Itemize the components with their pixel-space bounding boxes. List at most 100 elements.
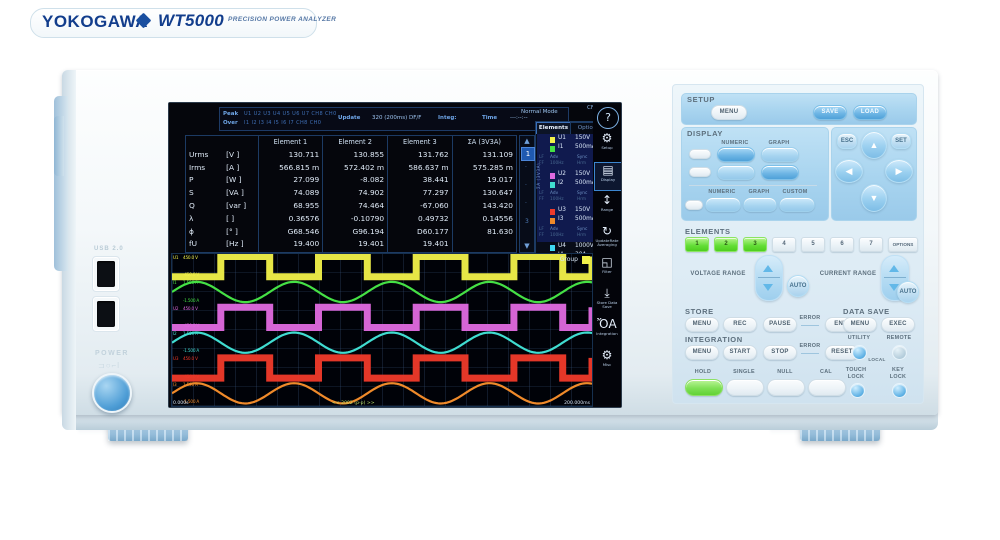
display-custom-button[interactable]: [779, 197, 815, 212]
load-button[interactable]: LOAD: [853, 105, 887, 120]
store-rec-button[interactable]: REC: [723, 317, 757, 332]
element-button-4[interactable]: 4: [772, 237, 796, 252]
help-icon[interactable]: ?: [597, 107, 619, 129]
display-numeric-button-3[interactable]: [705, 197, 741, 212]
misc-icon[interactable]: ⚙ Misc: [594, 348, 620, 375]
options-button[interactable]: OPTIONS: [888, 237, 918, 252]
scroll-down-icon[interactable]: ▼: [524, 242, 530, 250]
touch-lock-button[interactable]: [850, 383, 865, 398]
table-row[interactable]: P [W ] 27.099 -8.082 38.441 19.017: [186, 174, 516, 188]
trace-top-scale-U3: 450.0 V: [183, 356, 198, 362]
nav-right-button[interactable]: ▶: [885, 159, 913, 183]
data-save-menu-button[interactable]: MENU: [843, 317, 877, 332]
null-button[interactable]: [767, 379, 805, 396]
usb-port-bottom[interactable]: [92, 296, 120, 332]
table-row[interactable]: Urms [V ] 130.711 130.855 131.762 131.109: [186, 148, 516, 162]
integration-menu-button[interactable]: MENU: [685, 345, 719, 360]
data-save-exec-button[interactable]: EXEC: [881, 317, 915, 332]
filter-icon[interactable]: ◱ Filter: [594, 255, 620, 282]
integration-icon[interactable]: ὌA Integration: [594, 317, 620, 344]
remote-button[interactable]: [892, 345, 907, 360]
power-button[interactable]: [92, 373, 132, 413]
element-button-2[interactable]: 2: [714, 237, 738, 252]
element-button-3[interactable]: 3: [743, 237, 767, 252]
update-value: 320 (200ms) DF/F: [372, 115, 422, 121]
element-button-1[interactable]: 1: [685, 237, 709, 252]
page-mark-2: ·: [525, 182, 527, 189]
function-icon-bar[interactable]: ⚙ Setup ▤ Display ↕ Range ↻ UpdateRate Averagin…: [593, 105, 621, 405]
table-cell: 572.402 m: [322, 161, 388, 175]
table-cell: 77.297: [387, 187, 453, 200]
integration-start-button[interactable]: START: [723, 345, 757, 360]
utility-label: UTILITY: [847, 335, 871, 341]
single-button[interactable]: [726, 379, 764, 396]
table-row[interactable]: Q [var ] 68.955 74.464 -67.060 143.420: [186, 199, 516, 213]
element-button-7[interactable]: 7: [859, 237, 883, 252]
tab-elements[interactable]: Elements: [536, 122, 571, 134]
usb-port-top[interactable]: [92, 256, 120, 292]
range-icon[interactable]: ↕ Range: [594, 193, 620, 220]
table-row[interactable]: Irms [A ] 566.815 m 572.402 m 586.637 m 575.2…: [186, 161, 516, 175]
power-symbol-icon: ⊐○⌐l: [98, 361, 120, 370]
display-bezel: Peak Over U1 U2 U3 U4 U5 U6 U7 CH8 CH0 I…: [168, 102, 622, 408]
current-range-down-icon[interactable]: [889, 284, 899, 291]
setup-icon[interactable]: ⚙ Setup: [594, 131, 620, 158]
element-button-6[interactable]: 6: [830, 237, 854, 252]
freq-value: 100Hz: [550, 233, 564, 238]
waveform-area[interactable]: U1 450.0 V -450.0 V I1 1.500 A -1.500 A U2 450.…: [171, 253, 593, 407]
page-indicator[interactable]: 1: [521, 147, 535, 161]
save-button[interactable]: SAVE: [813, 105, 847, 120]
table-row[interactable]: ϕ [° ] G68.546 G96.194 D60.177 81.630: [186, 225, 516, 239]
table-page-scroller[interactable]: ▲ 1 · · · 3 ▼: [519, 135, 535, 253]
set-button[interactable]: SET: [891, 133, 911, 149]
table-row[interactable]: fU [Hz ] 19.400 19.401 19.401: [186, 238, 516, 252]
display-screen[interactable]: Peak Over U1 U2 U3 U4 U5 U6 U7 CH8 CH0 I…: [169, 103, 621, 407]
table-cell: 566.815 m: [257, 161, 323, 175]
trace-top-scale-U2: 450.0 V: [183, 305, 198, 311]
store-data-save-icon[interactable]: ⤓ Store Data Save: [594, 286, 620, 313]
display-icon[interactable]: ▤ Display: [594, 162, 621, 191]
scroll-up-icon[interactable]: ▲: [524, 137, 530, 145]
voltage-auto-button[interactable]: AUTO: [787, 275, 809, 297]
current-auto-button[interactable]: AUTO: [897, 281, 919, 303]
data-save-title: DATA SAVE: [843, 307, 890, 316]
nav-down-button[interactable]: ▼: [861, 184, 887, 212]
display-graph-button-1[interactable]: [761, 147, 799, 162]
voltage-range-down-icon[interactable]: [763, 284, 773, 291]
freq-value: 100Hz: [550, 197, 564, 202]
voltage-range-rocker[interactable]: [755, 255, 783, 301]
measurement-table[interactable]: Element 1 Element 2 Element 3 ΣA (3V3A) Urms…: [185, 135, 517, 264]
table-cell: -67.060: [387, 199, 453, 213]
u-channel-label: U1: [558, 135, 566, 141]
current-range-up-icon[interactable]: [889, 265, 899, 272]
table-row[interactable]: λ [ ] 0.36576 -0.10790 0.49732 0.14556: [186, 212, 516, 226]
display-graph-button-3[interactable]: [743, 197, 777, 212]
table-cell: 19.401: [387, 238, 453, 252]
waveform-group-label: Group: [559, 256, 578, 263]
setup-menu-button[interactable]: MENU: [711, 105, 747, 120]
update-rate-icon[interactable]: ↻ UpdateRate Averaging: [594, 224, 620, 251]
adv-value: Adv: [550, 191, 559, 196]
nav-up-button[interactable]: ▲: [861, 131, 887, 159]
table-row[interactable]: S [VA ] 74.089 74.902 77.297 130.647: [186, 187, 516, 200]
element-button-5[interactable]: 5: [801, 237, 825, 252]
esc-button[interactable]: ESC: [837, 133, 857, 149]
trace-top-scale-I2: 1.500 A: [183, 331, 198, 336]
key-lock-button[interactable]: [892, 383, 907, 398]
display-numeric-button-1[interactable]: [717, 147, 755, 162]
store-pause-button[interactable]: PAUSE: [763, 317, 797, 332]
i-color-swatch: [550, 218, 555, 224]
display-numeric-button-2[interactable]: [717, 165, 755, 180]
nav-left-button[interactable]: ◀: [835, 159, 863, 183]
voltage-range-up-icon[interactable]: [763, 265, 773, 272]
utility-button[interactable]: [852, 345, 867, 360]
hold-button[interactable]: [685, 379, 723, 396]
store-menu-button[interactable]: MENU: [685, 317, 719, 332]
filter-icon-caption: Filter: [602, 269, 612, 274]
display-row3-indicator: [685, 200, 703, 210]
display-graph-button-2[interactable]: [761, 165, 799, 180]
cal-button[interactable]: [808, 379, 846, 396]
row-unit: [A ]: [226, 162, 240, 172]
integration-stop-button[interactable]: STOP: [763, 345, 797, 360]
